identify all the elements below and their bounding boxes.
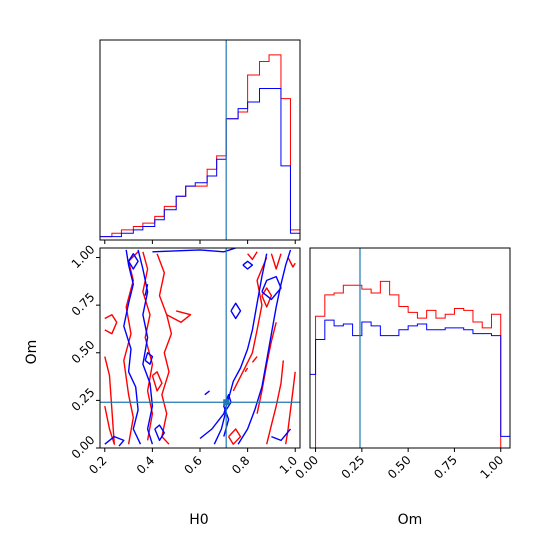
contour-line-blue-3 — [128, 253, 139, 270]
x-tick-label-contour-0: 0.2 — [86, 453, 109, 476]
contour-panel-H0-Om: 0.2 0.4 0.6 0.8 1.00.000.250.500.751.00 — [69, 242, 301, 477]
axes-frame-hist-Om — [309, 247, 511, 449]
contour-line-red-10 — [266, 360, 284, 445]
contour-line-blue-4 — [144, 284, 149, 296]
contour-line-blue-10 — [237, 249, 292, 445]
contour-line-red-7 — [228, 428, 242, 445]
x-tick-label-hist-Om-4: 1.00 — [478, 453, 507, 482]
contour-line-blue-13 — [242, 260, 254, 270]
truth-marker — [223, 399, 230, 406]
contour-line-red-16 — [287, 257, 296, 268]
contour-line-red-0 — [104, 356, 115, 445]
contour-line-blue-2 — [137, 249, 154, 445]
contour-line-red-15 — [270, 253, 282, 270]
histogram-Om-series-red — [310, 280, 510, 449]
x-tick-label-contour-3: 0.8 — [229, 453, 252, 476]
y-tick-label-contour-1: 0.25 — [69, 385, 98, 414]
contour-line-blue-11 — [261, 275, 282, 301]
contour-line-blue-5 — [152, 248, 236, 253]
y-tick-label-contour-3: 0.75 — [69, 290, 98, 319]
contour-line-red-9 — [256, 322, 277, 414]
contour-line-red-2 — [123, 251, 139, 445]
x-axis-label-Om: Om — [398, 512, 423, 528]
contour-line-blue-14 — [271, 428, 292, 442]
x-axis-label-H0: H0 — [189, 512, 208, 528]
x-tick-label-hist-Om-3: 0.75 — [431, 453, 460, 482]
y-tick-label-contour-2: 0.50 — [69, 338, 98, 367]
x-tick-label-hist-Om-2: 0.50 — [385, 453, 414, 482]
contour-line-red-13 — [251, 356, 258, 363]
axes-frame-hist-H0 — [99, 39, 301, 241]
histogram-Om-series-blue — [310, 319, 510, 437]
contour-line-red-5 — [166, 310, 192, 323]
histogram-H0-series-blue — [99, 87, 301, 240]
contour-line-blue-1 — [123, 249, 142, 445]
histogram-panel-H0 — [99, 39, 301, 244]
contour-line-red-8 — [232, 257, 268, 392]
y-tick-label-contour-4: 1.00 — [69, 242, 98, 271]
contour-line-blue-9 — [213, 394, 232, 445]
y-axis-label-Om: Om — [24, 340, 40, 365]
contour-line-red-14 — [244, 367, 249, 373]
contour-line-blue-7 — [154, 424, 165, 442]
x-tick-label-contour-1: 0.4 — [134, 453, 157, 476]
histogram-panel-Om: 0.00 0.25 0.50 0.75 1.00 — [292, 247, 511, 482]
x-tick-label-hist-Om-1: 0.25 — [339, 453, 368, 482]
contour-line-red-17 — [247, 251, 258, 261]
x-tick-label-hist-Om-0: 0.00 — [292, 453, 321, 482]
contour-line-blue-0 — [104, 435, 125, 447]
contour-line-red-1 — [104, 314, 118, 335]
contour-line-blue-15 — [204, 390, 210, 396]
contour-line-red-3 — [142, 251, 154, 441]
contour-line-red-6 — [151, 371, 163, 392]
y-tick-label-contour-0: 0.00 — [69, 433, 98, 462]
contour-line-blue-6 — [144, 352, 154, 365]
contour-line-red-12 — [261, 287, 273, 308]
contour-line-blue-12 — [230, 302, 242, 320]
contour-line-red-11 — [285, 371, 296, 445]
contour-line-blue-8 — [199, 253, 268, 440]
histogram-H0-series-red — [99, 54, 301, 240]
x-tick-label-contour-2: 0.6 — [181, 453, 204, 476]
contour-line-red-4 — [156, 253, 173, 445]
